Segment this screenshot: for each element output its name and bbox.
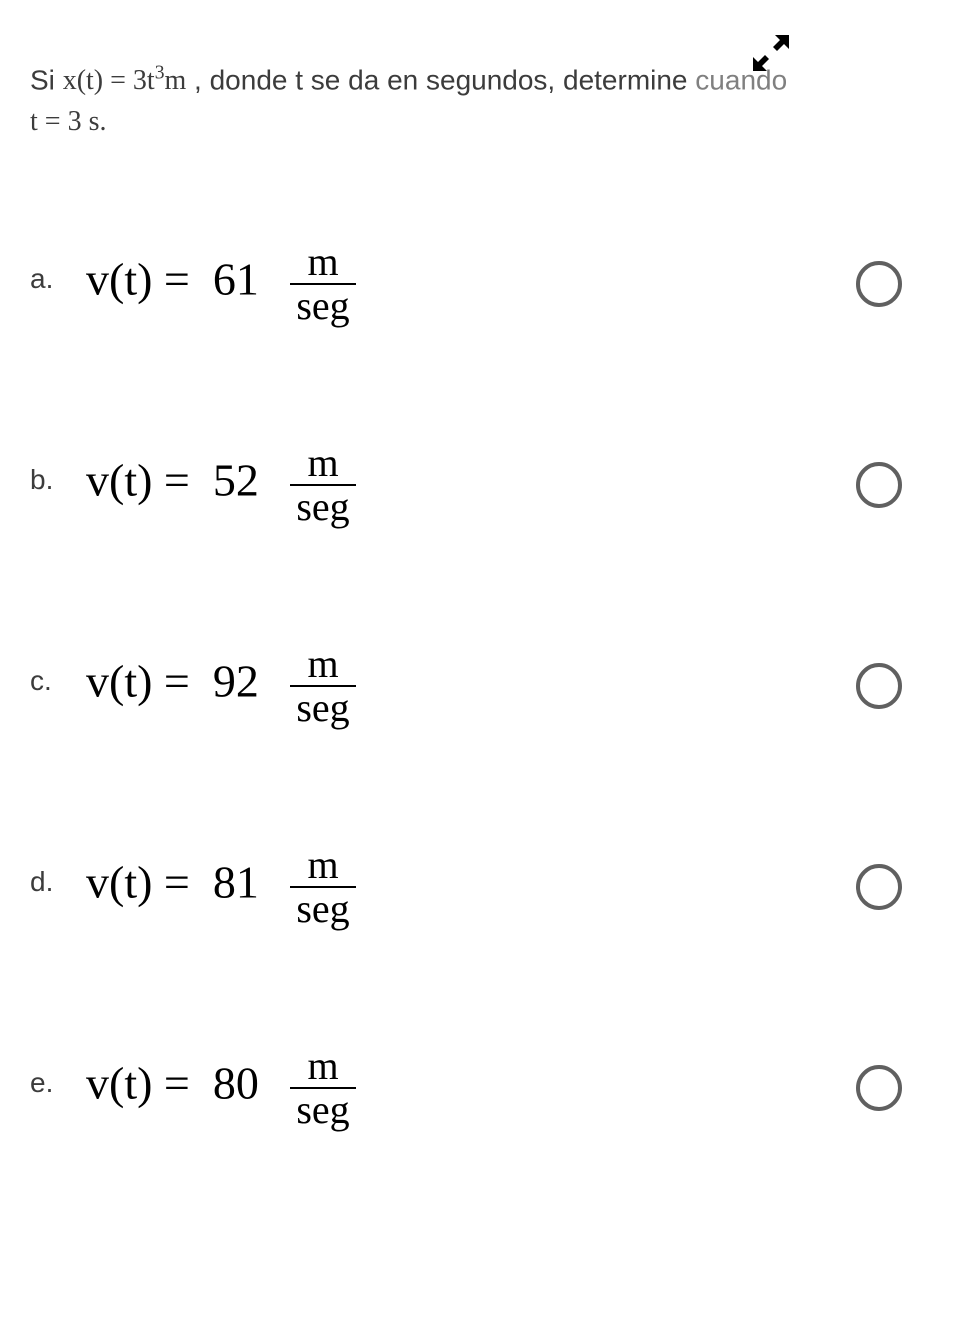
stem-middle: , donde t se da en segundos, determine: [186, 64, 687, 95]
stem-line2: t = 3 s.: [30, 106, 106, 137]
unit-numerator: m: [290, 844, 355, 888]
option-b-lhs: v(t) =: [86, 454, 201, 505]
option-a-value: 61: [213, 253, 259, 304]
option-c-lhs: v(t) =: [86, 655, 201, 706]
option-a-unit-fraction: m seg: [290, 241, 355, 327]
option-e-label: e.: [30, 1045, 86, 1099]
stem-prefix: Si: [30, 64, 63, 95]
option-d-label: d.: [30, 844, 86, 898]
option-e-content: e. v(t) = 80 m seg: [30, 1045, 356, 1131]
option-e-radio[interactable]: [856, 1065, 902, 1111]
option-b-label: b.: [30, 442, 86, 496]
question-stem: Si x(t) = 3t3m , donde t se da en segund…: [30, 60, 932, 141]
unit-denominator: seg: [290, 687, 355, 729]
option-a-content: a. v(t) = 61 m seg: [30, 241, 356, 327]
option-e[interactable]: e. v(t) = 80 m seg: [30, 1045, 932, 1131]
option-e-value: 80: [213, 1057, 259, 1108]
option-d-unit-fraction: m seg: [290, 844, 355, 930]
option-a-lhs: v(t) =: [86, 253, 201, 304]
option-e-formula: v(t) = 80 m seg: [86, 1045, 356, 1131]
option-a-label: a.: [30, 241, 86, 295]
unit-numerator: m: [290, 442, 355, 486]
option-c[interactable]: c. v(t) = 92 m seg: [30, 643, 932, 729]
option-c-content: c. v(t) = 92 m seg: [30, 643, 356, 729]
option-b-formula: v(t) = 52 m seg: [86, 442, 356, 528]
unit-numerator: m: [290, 1045, 355, 1089]
unit-numerator: m: [290, 643, 355, 687]
option-e-lhs: v(t) =: [86, 1057, 201, 1108]
option-a-radio[interactable]: [856, 261, 902, 307]
option-a[interactable]: a. v(t) = 61 m seg: [30, 241, 932, 327]
option-d-value: 81: [213, 856, 259, 907]
option-d-formula: v(t) = 81 m seg: [86, 844, 356, 930]
option-a-formula: v(t) = 61 m seg: [86, 241, 356, 327]
option-d-radio[interactable]: [856, 864, 902, 910]
option-b-radio[interactable]: [856, 462, 902, 508]
option-d-content: d. v(t) = 81 m seg: [30, 844, 356, 930]
option-c-value: 92: [213, 655, 259, 706]
option-d-lhs: v(t) =: [86, 856, 201, 907]
option-c-unit-fraction: m seg: [290, 643, 355, 729]
stem-exp: 3: [155, 63, 165, 84]
option-b[interactable]: b. v(t) = 52 m seg: [30, 442, 932, 528]
unit-denominator: seg: [290, 888, 355, 930]
option-e-unit-fraction: m seg: [290, 1045, 355, 1131]
option-d[interactable]: d. v(t) = 81 m seg: [30, 844, 932, 930]
option-c-label: c.: [30, 643, 86, 697]
option-b-content: b. v(t) = 52 m seg: [30, 442, 356, 528]
option-c-radio[interactable]: [856, 663, 902, 709]
question-page: Si x(t) = 3t3m , donde t se da en segund…: [0, 0, 962, 1211]
unit-denominator: seg: [290, 486, 355, 528]
unit-numerator: m: [290, 241, 355, 285]
expand-icon[interactable]: [750, 32, 792, 74]
stem-unit: m: [164, 65, 186, 96]
stem-func: x(t) = 3t: [63, 65, 155, 96]
option-c-formula: v(t) = 92 m seg: [86, 643, 356, 729]
option-b-unit-fraction: m seg: [290, 442, 355, 528]
option-b-value: 52: [213, 454, 259, 505]
unit-denominator: seg: [290, 285, 355, 327]
unit-denominator: seg: [290, 1089, 355, 1131]
